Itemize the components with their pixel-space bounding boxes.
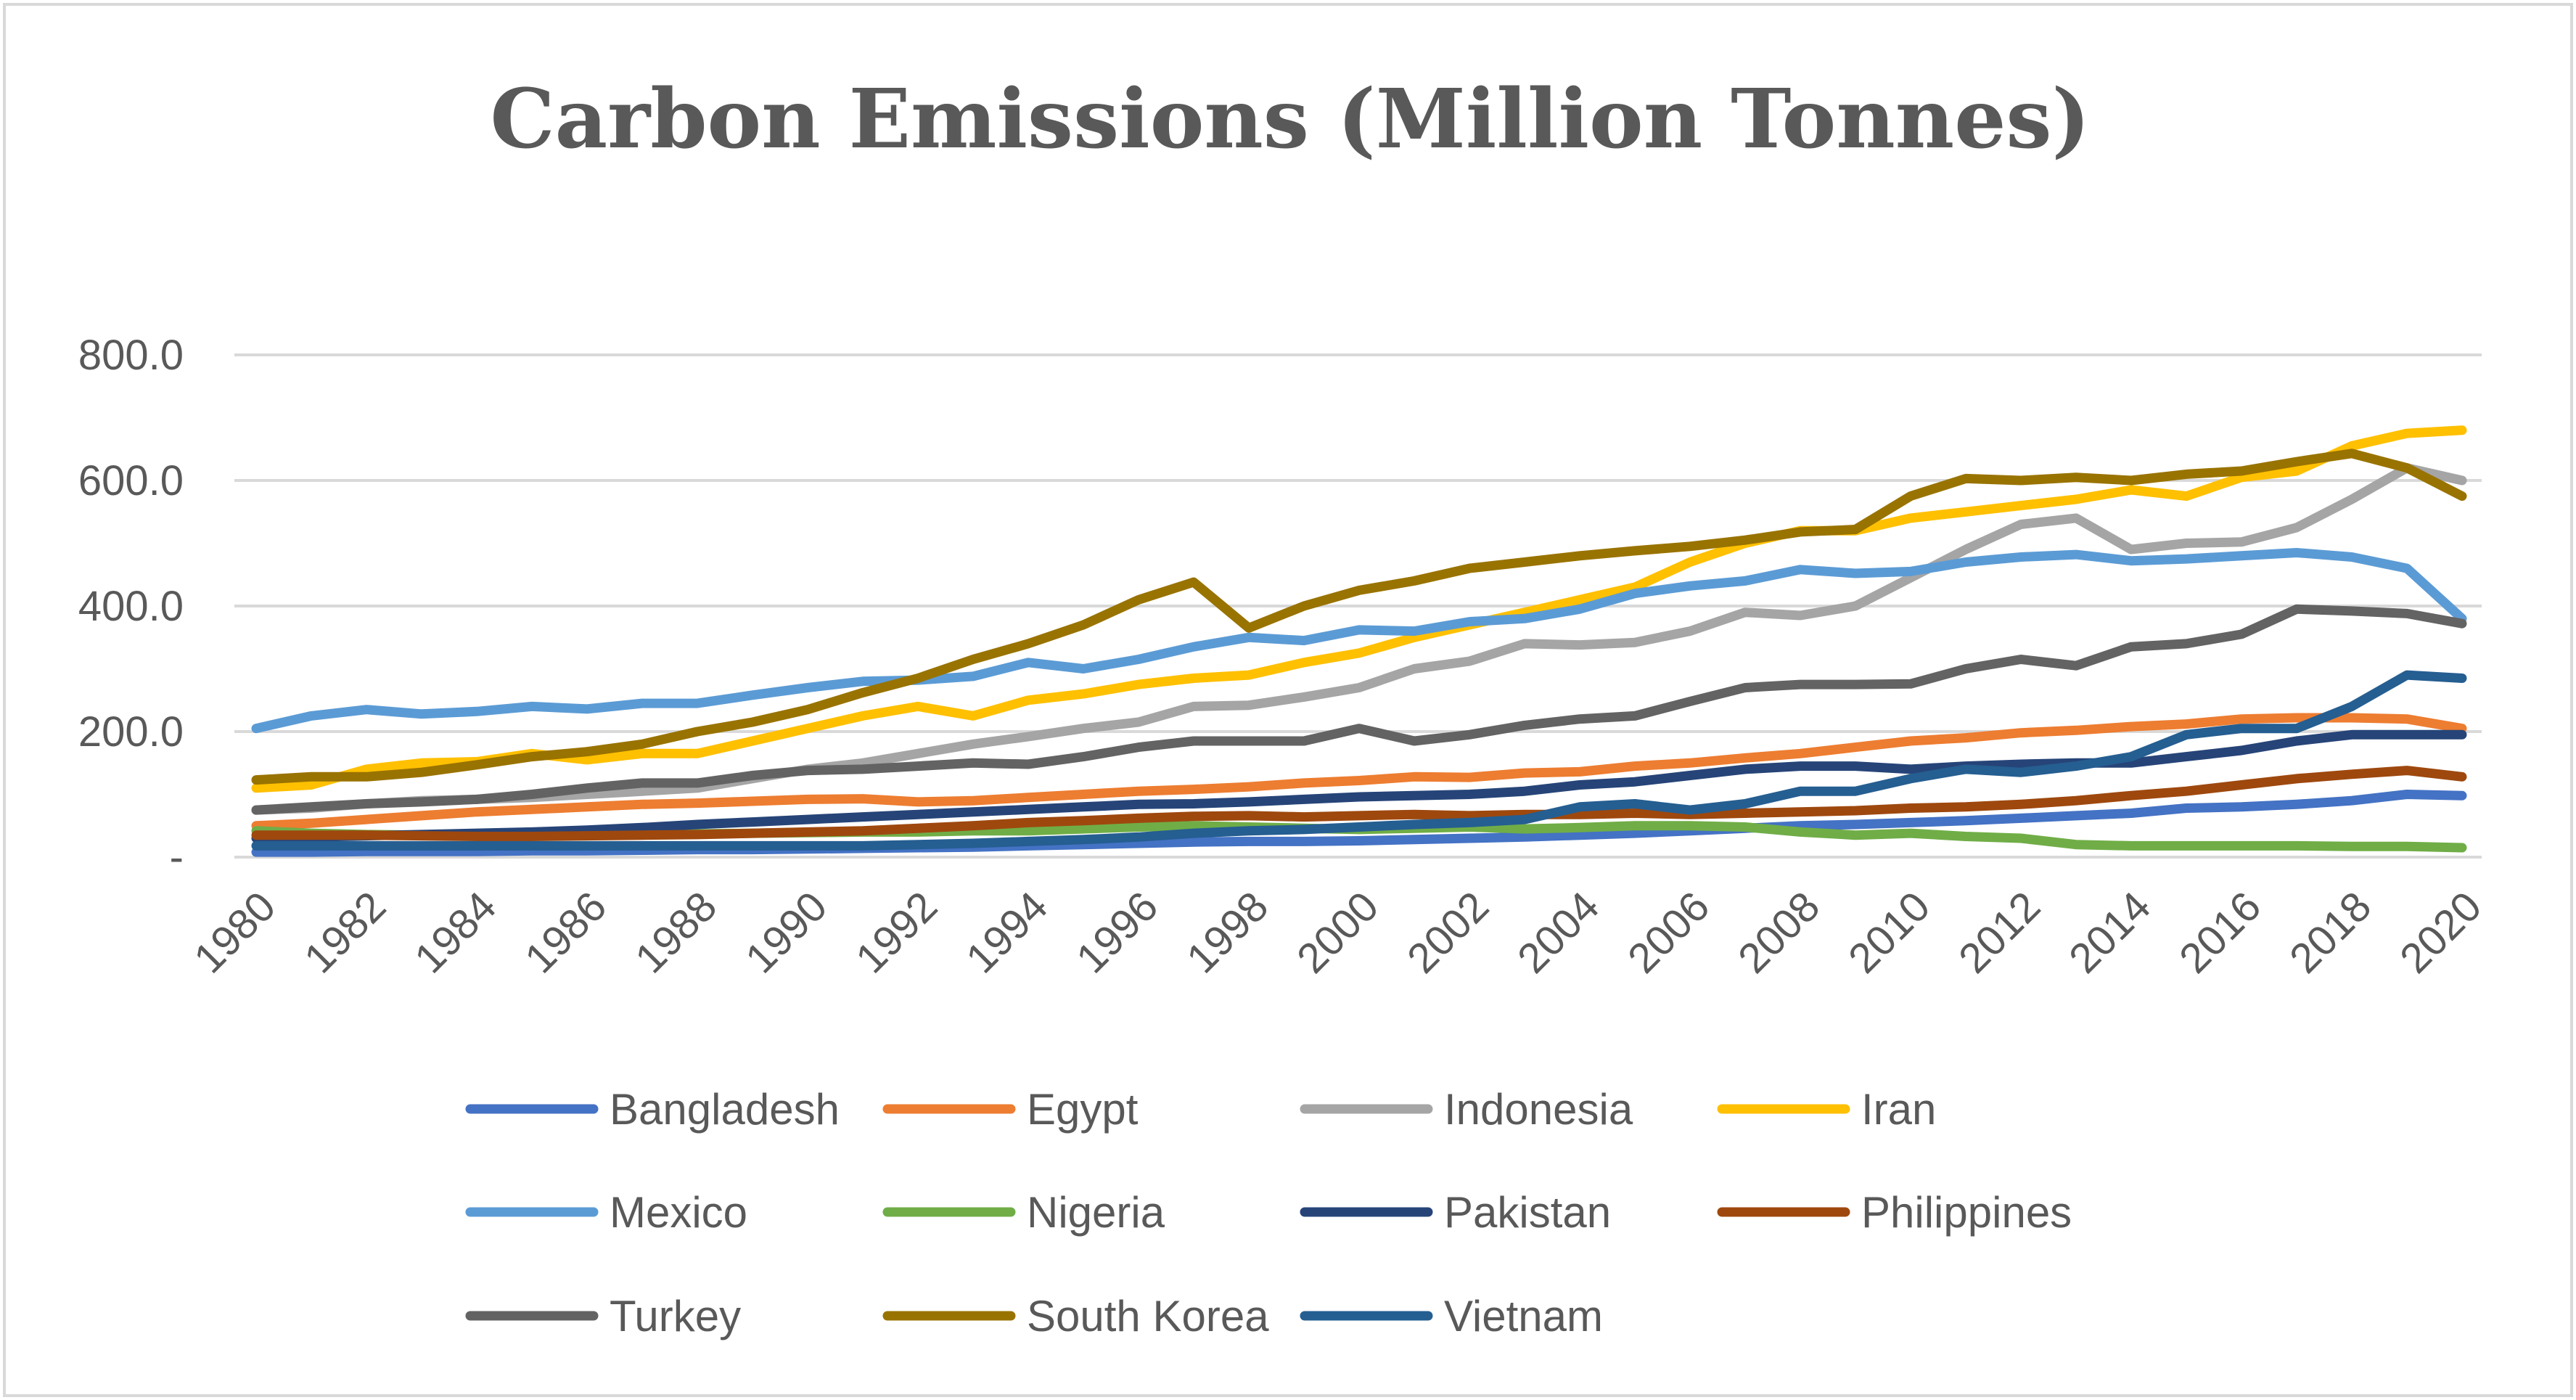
x-tick-label: 1990	[737, 883, 836, 982]
x-tick-label: 1994	[957, 883, 1057, 982]
y-tick-label: 200.0	[78, 708, 184, 756]
series-line-south-korea	[251, 449, 2467, 785]
legend-item-indonesia: Indonesia	[1300, 1085, 1633, 1134]
legend-label: Vietnam	[1444, 1292, 1603, 1340]
legend-label: Iran	[1861, 1085, 1936, 1134]
legend-item-iran: Iran	[1717, 1085, 1936, 1134]
legend-label: Nigeria	[1027, 1188, 1165, 1237]
x-tick-label: 1980	[185, 883, 284, 982]
legend-label: South Korea	[1027, 1292, 1269, 1340]
x-tick-label: 2006	[1619, 883, 1718, 982]
x-tick-label: 2004	[1509, 883, 1608, 982]
series-line-vietnam	[251, 670, 2467, 851]
legend-item-mexico: Mexico	[465, 1188, 747, 1237]
legend-label: Egypt	[1027, 1085, 1139, 1134]
y-tick-label: -	[170, 834, 184, 881]
x-tick-label: 2002	[1398, 883, 1498, 982]
x-tick-label: 2018	[2281, 883, 2380, 982]
legend-label: Bangladesh	[610, 1085, 840, 1134]
legend-item-nigeria: Nigeria	[882, 1188, 1165, 1237]
series-line-egypt	[251, 713, 2467, 831]
x-tick-label: 2010	[1839, 883, 1939, 982]
y-axis: - 200.0 400.0 600.0 800.0	[78, 332, 184, 881]
line-chart: Carbon Emissions (Million Tonnes) - 200.0…	[78, 72, 2490, 1340]
legend-label: Indonesia	[1444, 1085, 1633, 1134]
legend-item-bangladesh: Bangladesh	[465, 1085, 840, 1134]
legend-label: Turkey	[610, 1292, 741, 1340]
x-tick-label: 2000	[1288, 883, 1387, 982]
y-tick-label: 600.0	[78, 457, 184, 504]
y-tick-label: 400.0	[78, 583, 184, 630]
series-line-turkey	[251, 604, 2467, 815]
legend-item-south-korea: South Korea	[882, 1292, 1269, 1340]
x-tick-label: 1998	[1178, 883, 1277, 982]
series-lines	[251, 425, 2467, 857]
x-tick-label: 1984	[406, 883, 505, 982]
x-tick-label: 2008	[1729, 883, 1829, 982]
series-line-iran	[251, 425, 2467, 793]
series-line-indonesia	[251, 463, 2467, 815]
chart-title: Carbon Emissions (Million Tonnes)	[490, 72, 2090, 167]
x-tick-label: 2016	[2170, 883, 2270, 982]
x-tick-label: 2020	[2391, 883, 2490, 982]
legend-label: Pakistan	[1444, 1188, 1611, 1237]
x-tick-label: 1996	[1067, 883, 1167, 982]
chart-container: Carbon Emissions (Million Tonnes) - 200.0…	[3, 3, 2573, 1397]
legend-item-philippines: Philippines	[1717, 1188, 2072, 1237]
x-tick-label: 1982	[295, 883, 395, 982]
legend-label: Mexico	[610, 1188, 747, 1237]
legend-item-turkey: Turkey	[465, 1292, 741, 1340]
legend-item-egypt: Egypt	[882, 1085, 1139, 1134]
y-tick-label: 800.0	[78, 332, 184, 379]
x-tick-label: 1986	[516, 883, 615, 982]
legend-label: Philippines	[1861, 1188, 2072, 1237]
series-line-mexico	[251, 548, 2467, 734]
x-axis: 1980 1982 1984 1986 1988 1990 1992 1994 1996 1998…	[185, 883, 2490, 982]
legend-item-pakistan: Pakistan	[1300, 1188, 1611, 1237]
legend: Bangladesh Egypt Indonesia Iran Mexico Nigeri…	[465, 1085, 2072, 1340]
x-tick-label: 1992	[847, 883, 946, 982]
x-tick-label: 2014	[2060, 883, 2159, 982]
x-tick-label: 2012	[1950, 883, 2049, 982]
legend-item-vietnam: Vietnam	[1300, 1292, 1603, 1340]
series-line-philippines	[251, 766, 2467, 841]
x-tick-label: 1988	[626, 883, 726, 982]
